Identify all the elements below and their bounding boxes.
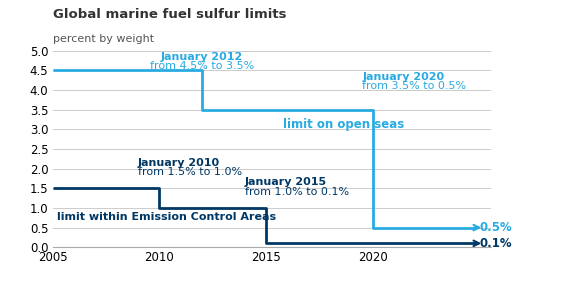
Text: from 1.0% to 0.1%: from 1.0% to 0.1% bbox=[245, 187, 349, 197]
Text: from 4.5% to 3.5%: from 4.5% to 3.5% bbox=[150, 61, 254, 71]
Text: limit within Emission Control Areas: limit within Emission Control Areas bbox=[57, 212, 276, 222]
Text: January 2010: January 2010 bbox=[138, 158, 220, 168]
Text: January 2020: January 2020 bbox=[362, 72, 444, 82]
Text: percent by weight: percent by weight bbox=[53, 34, 154, 44]
Text: January 2015: January 2015 bbox=[245, 178, 327, 187]
Text: Global marine fuel sulfur limits: Global marine fuel sulfur limits bbox=[53, 8, 286, 21]
Text: limit on open seas: limit on open seas bbox=[283, 118, 405, 131]
Text: 0.1%: 0.1% bbox=[480, 237, 513, 250]
Text: January 2012: January 2012 bbox=[161, 52, 244, 62]
Text: from 3.5% to 0.5%: from 3.5% to 0.5% bbox=[362, 81, 467, 92]
Text: 0.5%: 0.5% bbox=[480, 221, 513, 234]
Text: from 1.5% to 1.0%: from 1.5% to 1.0% bbox=[138, 167, 242, 177]
